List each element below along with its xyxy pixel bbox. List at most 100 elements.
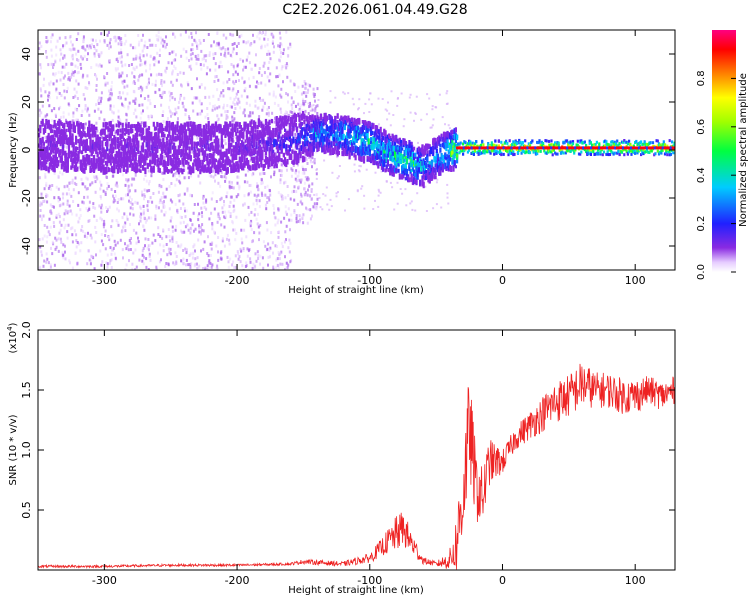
spectrogram-cell: [158, 138, 161, 142]
spectrogram-cell: [230, 63, 233, 66]
spectrogram-cell: [277, 103, 280, 107]
spectrogram-cell: [208, 102, 211, 106]
spectrogram-cell: [195, 62, 198, 66]
spectrogram-cell: [231, 153, 234, 159]
spectrogram-cell: [268, 156, 271, 163]
spectrogram-cell: [230, 128, 233, 132]
spectrogram-cell: [414, 111, 417, 114]
spectrogram-cell: [297, 185, 300, 189]
spectrogram-cell: [268, 79, 271, 83]
spectrogram-cell: [63, 89, 66, 93]
spectrogram-cell: [88, 200, 91, 204]
spectrogram-cell: [111, 248, 113, 252]
spectrogram-cell: [176, 208, 179, 212]
spectrogram-cell: [243, 157, 246, 162]
spectrogram-cell: [204, 150, 207, 158]
spectrogram-cell: [95, 126, 98, 131]
spectrogram-cell: [256, 222, 259, 226]
spectrogram-cell: [119, 155, 122, 159]
spectrogram-cell: [225, 36, 228, 40]
spectrogram-cell: [305, 193, 308, 196]
spectrogram-cell: [66, 122, 69, 128]
spectrogram-cell: [100, 51, 103, 55]
spectrogram-cell: [291, 139, 294, 145]
spectrogram-cell: [280, 158, 283, 163]
spectrogram-cell: [263, 61, 266, 65]
spectrogram-cell: [183, 136, 186, 143]
spectrogram-cell: [224, 124, 227, 132]
spectrogram-cell: [264, 185, 267, 189]
spectrogram-cell: [217, 250, 219, 254]
spectrogram-cell: [116, 143, 119, 149]
spectrogram-cell: [206, 157, 209, 164]
spectrogram-cell: [178, 129, 182, 136]
spectrogram-cell: [48, 136, 51, 142]
spectrogram-cell: [304, 152, 307, 156]
spectrogram-cell: [161, 38, 164, 42]
spectrogram-cell: [214, 136, 217, 142]
spectrogram-cell: [207, 235, 209, 239]
spectrogram-cell: [284, 268, 286, 270]
spectrogram-cell: [175, 111, 178, 115]
spectrogram-cell: [260, 81, 263, 85]
spectrogram-cell: [311, 156, 314, 160]
spectrogram-cell: [299, 106, 302, 110]
spectrogram-cell: [187, 127, 190, 131]
spectrogram-cell: [189, 53, 192, 57]
spectrogram-cell: [193, 159, 196, 163]
spectrogram-cell: [315, 131, 318, 137]
spectrogram-cell: [79, 122, 82, 126]
spectrogram-cell: [229, 215, 232, 218]
spectrogram-cell: [229, 200, 232, 204]
spectrogram-cell: [48, 157, 51, 162]
spectrogram-cell: [97, 99, 100, 103]
spectrogram-cell: [77, 82, 80, 86]
spectrogram-cell: [208, 156, 210, 160]
spectrogram-cell: [84, 86, 87, 90]
spectrogram-cell: [273, 173, 276, 177]
spectrogram-cell: [162, 44, 165, 48]
spectrogram-cell: [223, 215, 225, 219]
spectrogram-cell: [274, 216, 277, 220]
spectrogram-cell: [161, 123, 164, 129]
spectrogram-cell: [176, 133, 179, 140]
spectrogram-cell: [236, 72, 239, 76]
spectrogram-cell: [170, 114, 172, 118]
spectrogram-cell: [414, 150, 417, 153]
spectrogram-cell: [139, 219, 142, 223]
spectrogram-cell: [294, 146, 297, 150]
spectrogram-cell: [87, 132, 90, 137]
spectrogram-cell: [262, 135, 265, 142]
spectrogram-cell: [214, 165, 217, 172]
spectrogram-cell: [304, 86, 306, 90]
spectrogram-cell: [60, 240, 63, 244]
spectrogram-cell: [276, 161, 279, 164]
spectrogram-cell: [158, 185, 161, 189]
spectrogram-cell: [132, 213, 135, 217]
spectrogram-cell: [294, 171, 297, 175]
spectrogram-cell: [305, 94, 308, 98]
spectrogram-cell: [198, 212, 201, 216]
spectrogram-cell: [92, 124, 96, 132]
spectrogram-cell: [104, 121, 108, 129]
spectrogram-cell: [243, 128, 246, 132]
spectrogram-cell: [135, 137, 139, 142]
spectrogram-cell: [170, 216, 173, 220]
spectrogram-cell: [271, 33, 274, 37]
spectrogram-cell: [96, 149, 99, 153]
spectrogram-cell: [189, 193, 192, 197]
spectrogram-cell: [188, 115, 190, 119]
spectrogram-cell: [137, 56, 140, 60]
spectrogram-cell: [282, 122, 285, 129]
spectrogram-cell: [133, 177, 136, 181]
spectrogram-cell: [116, 241, 119, 245]
spectrogram-cell: [140, 145, 143, 152]
spectrogram-cell: [160, 79, 163, 82]
spectrogram-cell: [278, 44, 281, 48]
spectrogram-cell: [149, 54, 152, 58]
spectrogram-cell: [77, 122, 80, 129]
spectrogram-cell: [60, 157, 63, 162]
spectrogram-cell: [144, 220, 147, 224]
spectrogram-cell: [144, 136, 147, 140]
